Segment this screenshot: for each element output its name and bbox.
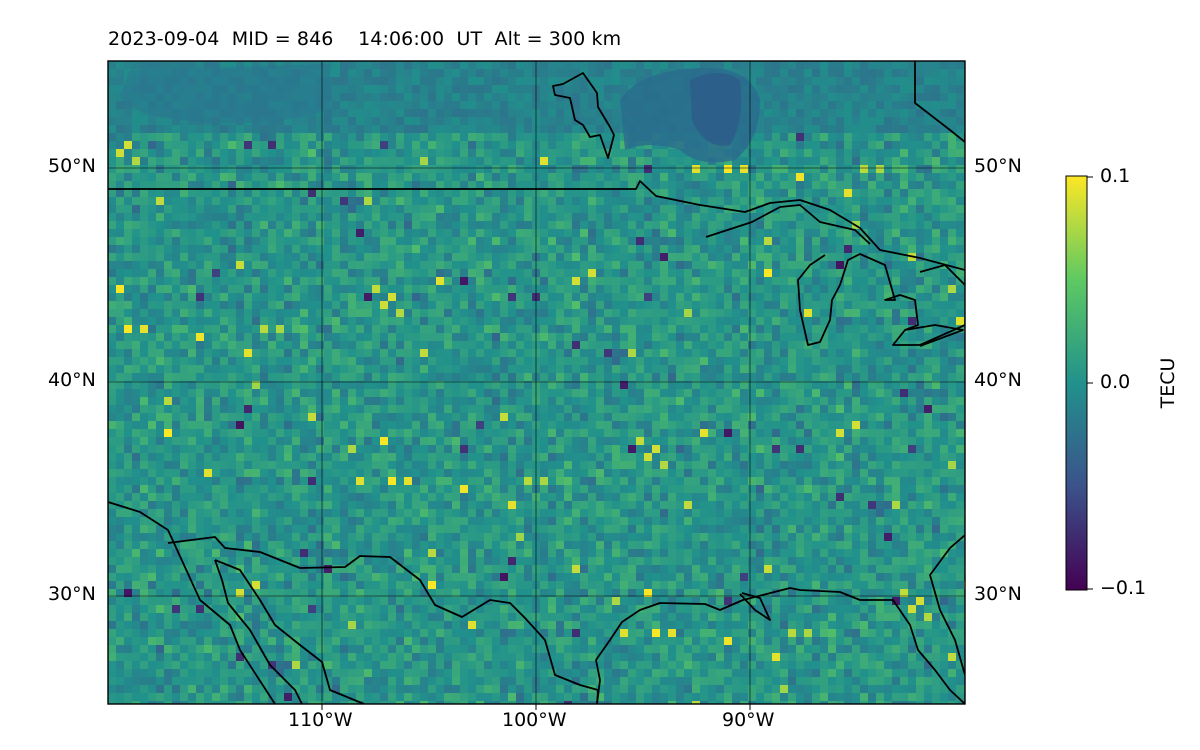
map-area [108,61,965,704]
colorbar-label-min: −0.1 [1100,577,1147,599]
dark-lake-region [690,73,742,146]
lat-label-30n-left: 30°N [48,583,96,605]
title-altitude: Alt = 300 km [494,28,622,50]
title-mid: MID = 846 [231,28,334,50]
lake-erie-shore [904,324,964,347]
us-mexico-border [167,536,599,704]
colorbar-label-zero: 0.0 [1100,371,1131,393]
lake-superior-shore [705,204,871,245]
title-time: 14:06:00 UT [358,28,483,50]
colorbar-label-max: 0.1 [1100,165,1131,187]
figure-title: 2023-09-04 MID = 846 14:06:00 UT Alt = 3… [108,28,621,50]
graticule [108,61,965,704]
us-canada-border [108,180,965,271]
lat-label-30n-right: 30°N [974,583,1022,605]
title-date: 2023-09-04 [108,28,220,50]
lat-label-40n-right: 40°N [974,369,1022,391]
tec-field-pixels [108,61,965,704]
axis-ticks [321,704,751,710]
georgian-bay-shore [919,264,965,286]
hudson-bay-shore [914,61,965,143]
baja-california-coast [108,501,276,704]
colorbar [1065,175,1088,591]
atlantic-coast [929,534,965,676]
coastlines [108,61,965,704]
lat-label-40n-left: 40°N [48,369,96,391]
gulf-coast [595,587,965,704]
lon-label-90w: 90°W [722,709,775,731]
lon-label-110w: 110°W [288,709,353,731]
colorbar-title: TECU [1157,357,1179,409]
gulf-of-california-coast [214,559,365,704]
lon-label-100w: 100°W [502,709,567,731]
mississippi-delta [739,592,771,621]
colorbar-ticks [1087,176,1093,590]
lat-label-50n-right: 50°N [974,155,1022,177]
lake-winnipeg-shore [552,72,615,159]
northern-smooth-region [120,64,330,124]
lat-label-50n-left: 50°N [48,155,96,177]
sonora-coast [214,559,303,704]
lake-michigan-huron-shore [797,253,965,346]
